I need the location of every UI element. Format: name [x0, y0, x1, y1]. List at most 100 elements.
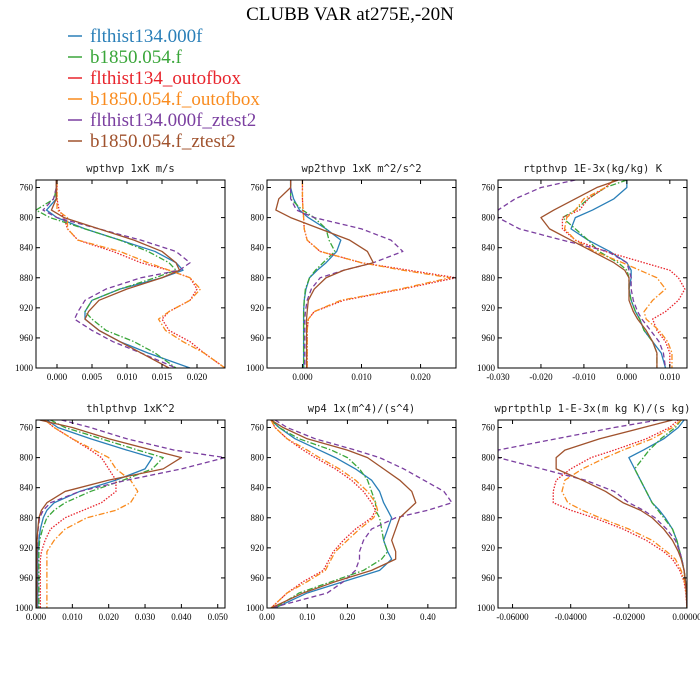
x-tick-label: 0.40 [420, 612, 436, 622]
series-line [270, 420, 377, 608]
x-tick-label: 0.00 [259, 612, 275, 622]
series-line [38, 420, 164, 608]
panel-4: thlpthvp 1xK^2 760 800 840 880 920 960 10000.00… [15, 403, 228, 622]
legend-label: flthist134.000f [90, 26, 203, 47]
figure-title: CLUBB VAR at275E,-20N [246, 4, 454, 25]
y-tick-label: 960 [20, 573, 34, 583]
y-tick-label: 960 [251, 333, 265, 343]
series-line [498, 180, 667, 368]
panel-title: wp2thvp 1xK m^2/s^2 [301, 163, 421, 175]
panel-title: rtpthvp 1E-3x(kg/kg) K [523, 163, 663, 175]
series-line [552, 420, 687, 608]
panel-3: rtpthvp 1E-3x(kg/kg) K 760 800 840 880 920 960… [477, 163, 688, 382]
y-tick-label: 1000 [477, 363, 496, 373]
y-tick-label: 760 [251, 183, 265, 193]
series-line [45, 180, 191, 368]
panel-title: wpthvp 1xK m/s [86, 163, 175, 175]
y-tick-label: 920 [20, 543, 34, 553]
x-tick-label: 0.20 [340, 612, 356, 622]
series-line [42, 180, 191, 368]
y-tick-label: 800 [20, 453, 34, 463]
y-tick-label: 760 [482, 183, 496, 193]
x-tick-label: 0.010 [117, 372, 138, 382]
y-tick-label: 960 [482, 573, 496, 583]
y-tick-label: 800 [251, 453, 265, 463]
legend-label: b1850.054.f_ztest2 [90, 131, 236, 152]
series-line [270, 420, 417, 608]
panel-title: wp4 1x(m^4)/(s^4) [308, 403, 415, 415]
y-tick-label: 920 [251, 303, 265, 313]
legend-label: flthist134.000f_ztest2 [90, 110, 256, 131]
y-tick-label: 880 [482, 513, 496, 523]
x-tick-label: -0.06000 [496, 612, 529, 622]
y-tick-label: 920 [482, 303, 496, 313]
x-tick-label: 0.010 [62, 612, 83, 622]
x-tick-label: 0.00000 [672, 612, 700, 622]
panel-frame [497, 179, 688, 369]
y-tick-label: 920 [482, 543, 496, 553]
y-tick-label: 1000 [246, 363, 265, 373]
x-tick-label: 0.030 [135, 612, 156, 622]
panel-frame [35, 179, 226, 369]
series-line [270, 420, 393, 608]
y-tick-label: 840 [251, 483, 265, 493]
series-line [289, 180, 342, 368]
series-line [56, 180, 225, 368]
y-tick-label: 760 [20, 183, 34, 193]
y-tick-label: 920 [251, 543, 265, 553]
y-tick-label: 840 [20, 243, 34, 253]
x-tick-label: 0.020 [99, 612, 120, 622]
series-line [634, 420, 687, 608]
x-tick-label: 0.010 [351, 372, 372, 382]
legend-label: b1850.054.f_outofbox [90, 89, 260, 110]
series-line [301, 180, 451, 368]
series-line [50, 180, 181, 368]
y-tick-label: 960 [20, 333, 34, 343]
legend: flthist134.000fb1850.054.fflthist134_out… [68, 26, 260, 152]
series-line [301, 180, 456, 368]
series-line [563, 180, 673, 368]
series-line [44, 420, 139, 608]
series-line [37, 420, 153, 608]
series-line [498, 420, 687, 608]
x-tick-label: 0.005 [82, 372, 103, 382]
panel-frame [497, 419, 688, 609]
panel-1: wpthvp 1xK m/s 760 800 840 880 920 960 1000 0.00… [15, 163, 226, 382]
series-line [36, 420, 183, 608]
x-tick-label: -0.010 [572, 372, 596, 382]
series-line [39, 420, 117, 608]
x-tick-label: 0.000 [47, 372, 68, 382]
y-tick-label: 800 [251, 213, 265, 223]
y-tick-label: 1000 [15, 363, 34, 373]
series-line [270, 420, 379, 608]
x-tick-label: -0.030 [486, 372, 510, 382]
y-tick-label: 800 [482, 213, 496, 223]
x-tick-label: 0.050 [208, 612, 229, 622]
y-tick-label: 880 [251, 273, 265, 283]
y-tick-label: 880 [482, 273, 496, 283]
y-tick-label: 760 [251, 423, 265, 433]
x-tick-label: 0.000 [292, 372, 313, 382]
x-tick-label: 0.10 [299, 612, 315, 622]
series-line [628, 420, 687, 608]
y-tick-label: 840 [482, 243, 496, 253]
x-tick-label: 0.010 [660, 372, 681, 382]
series-line [540, 180, 658, 368]
y-tick-label: 760 [20, 423, 34, 433]
panel-5: wp4 1x(m^4)/(s^4)76080084088092096010000… [246, 403, 457, 622]
x-tick-label: 0.020 [187, 372, 208, 382]
y-tick-label: 1000 [477, 603, 496, 613]
x-tick-label: 0.040 [171, 612, 192, 622]
panel-2: wp2thvp 1xK m^2/s^2 760 800 840 880 920 960 100… [246, 163, 457, 382]
series-line [270, 420, 389, 608]
y-tick-label: 960 [482, 333, 496, 343]
y-tick-label: 880 [20, 273, 34, 283]
y-tick-label: 880 [251, 513, 265, 523]
x-tick-label: -0.02000 [613, 612, 646, 622]
y-tick-label: 880 [20, 513, 34, 523]
y-tick-label: 800 [482, 453, 496, 463]
y-tick-label: 840 [251, 243, 265, 253]
y-tick-label: 960 [251, 573, 265, 583]
y-tick-label: 920 [20, 303, 34, 313]
